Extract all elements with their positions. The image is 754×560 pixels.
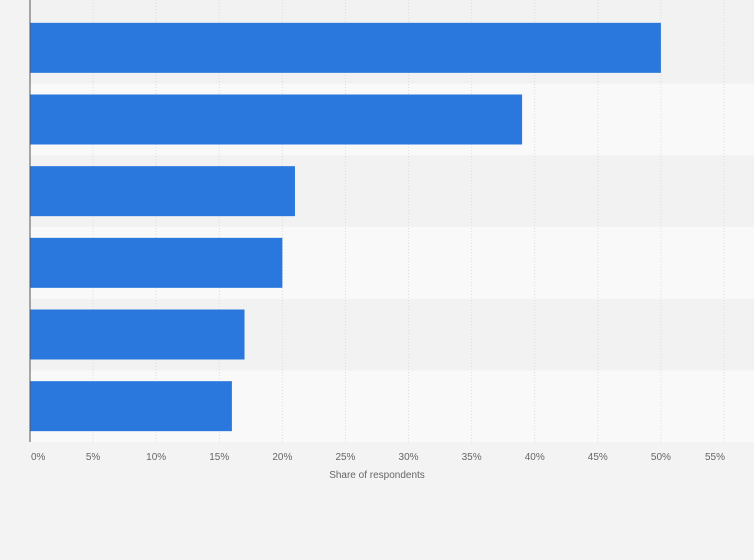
bar-4[interactable] (30, 237, 283, 288)
x-tick-label-0: 0% (31, 452, 46, 463)
bar-1[interactable] (30, 22, 661, 73)
bar-6[interactable] (30, 381, 232, 432)
x-tick-label-35: 35% (462, 452, 482, 463)
x-axis-title: Share of respondents (329, 470, 425, 481)
x-tick-label-15: 15% (209, 452, 229, 463)
x-tick-label-50: 50% (651, 452, 671, 463)
bars (30, 22, 661, 432)
x-tick-label-25: 25% (335, 452, 355, 463)
x-tick-label-20: 20% (272, 452, 292, 463)
x-tick-label-40: 40% (525, 452, 545, 463)
x-tick-label-30: 30% (399, 452, 419, 463)
x-axis-ticks: 0% 5% 10% 15% 20% 25% 30% 35% 40% 45% 50% 55% (31, 452, 725, 463)
x-tick-label-10: 10% (146, 452, 166, 463)
x-tick-label-55: 55% (705, 452, 725, 463)
bar-3[interactable] (30, 166, 295, 217)
bar-2[interactable] (30, 94, 523, 145)
x-tick-label-45: 45% (588, 452, 608, 463)
bar-5[interactable] (30, 309, 245, 360)
x-tick-label-5: 5% (86, 452, 101, 463)
